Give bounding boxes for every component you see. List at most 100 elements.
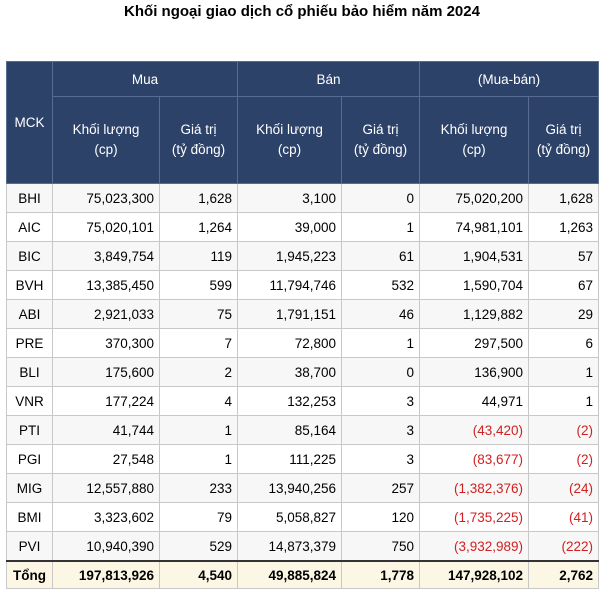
table-row: PTI 41,744 1 85,164 3 (43,420) (2) bbox=[6, 415, 600, 445]
header-net-value: Giá trị (tỷ đồng) bbox=[528, 96, 600, 184]
header-buy-value: Giá trị (tỷ đồng) bbox=[158, 96, 239, 184]
header-group-net: (Mua-bán) bbox=[419, 61, 600, 97]
table-row: AIC 75,020,101 1,264 39,000 1 74,981,101 1,263 bbox=[6, 212, 600, 242]
row-buy-value: 1 bbox=[158, 444, 239, 474]
table-body: BHI 75,023,300 1,628 3,100 0 75,020,200 1,628 A… bbox=[6, 183, 600, 562]
row-mck: PRE bbox=[6, 328, 53, 358]
row-net-volume: 75,020,200 bbox=[419, 183, 530, 213]
row-net-value: 29 bbox=[528, 299, 600, 329]
row-net-volume: 1,904,531 bbox=[419, 241, 530, 271]
row-sell-value: 3 bbox=[341, 386, 421, 416]
row-sell-volume: 5,058,827 bbox=[237, 502, 343, 532]
row-mck: PGI bbox=[6, 444, 53, 474]
row-sell-value: 532 bbox=[341, 270, 421, 300]
row-buy-value: 2 bbox=[158, 357, 239, 387]
table-row: PVI 10,940,390 529 14,873,379 750 (3,932,989)… bbox=[6, 531, 600, 562]
row-sell-value: 3 bbox=[341, 415, 421, 445]
row-buy-value: 529 bbox=[158, 531, 239, 562]
table-row: BMI 3,323,602 79 5,058,827 120 (1,735,225) (41… bbox=[6, 502, 600, 532]
row-sell-volume: 3,100 bbox=[237, 183, 343, 213]
row-net-volume: 74,981,101 bbox=[419, 212, 530, 242]
row-sell-value: 0 bbox=[341, 357, 421, 387]
row-sell-volume: 13,940,256 bbox=[237, 473, 343, 503]
row-net-volume: 297,500 bbox=[419, 328, 530, 358]
table-row: VNR 177,224 4 132,253 3 44,971 1 bbox=[6, 386, 600, 416]
total-buy-volume: 197,813,926 bbox=[52, 560, 160, 589]
row-buy-value: 1,264 bbox=[158, 212, 239, 242]
row-sell-volume: 111,225 bbox=[237, 444, 343, 474]
row-mck: VNR bbox=[6, 386, 53, 416]
row-net-value: (2) bbox=[528, 444, 600, 474]
row-sell-volume: 132,253 bbox=[237, 386, 343, 416]
row-net-volume: (1,382,376) bbox=[419, 473, 530, 503]
row-buy-value: 1,628 bbox=[158, 183, 239, 213]
row-sell-volume: 1,945,223 bbox=[237, 241, 343, 271]
row-sell-value: 1 bbox=[341, 328, 421, 358]
row-sell-volume: 72,800 bbox=[237, 328, 343, 358]
row-buy-value: 599 bbox=[158, 270, 239, 300]
row-mck: AIC bbox=[6, 212, 53, 242]
row-net-value: 57 bbox=[528, 241, 600, 271]
table-row: BVH 13,385,450 599 11,794,746 532 1,590,704 67 bbox=[6, 270, 600, 300]
row-buy-volume: 3,323,602 bbox=[52, 502, 160, 532]
row-net-volume: (83,677) bbox=[419, 444, 530, 474]
row-buy-value: 119 bbox=[158, 241, 239, 271]
row-net-value: 1,263 bbox=[528, 212, 600, 242]
row-net-volume: (43,420) bbox=[419, 415, 530, 445]
row-net-value: 6 bbox=[528, 328, 600, 358]
row-net-value: (2) bbox=[528, 415, 600, 445]
table-row: PGI 27,548 1 111,225 3 (83,677) (2) bbox=[6, 444, 600, 474]
row-buy-value: 1 bbox=[158, 415, 239, 445]
row-sell-value: 1 bbox=[341, 212, 421, 242]
row-buy-value: 7 bbox=[158, 328, 239, 358]
table-row: BLI 175,600 2 38,700 0 136,900 1 bbox=[6, 357, 600, 387]
header-group-buy: Mua bbox=[51, 61, 239, 97]
row-net-value: 1 bbox=[528, 357, 600, 387]
row-mck: MIG bbox=[6, 473, 53, 503]
table-row: PRE 370,300 7 72,800 1 297,500 6 bbox=[6, 328, 600, 358]
row-sell-value: 257 bbox=[341, 473, 421, 503]
row-mck: BHI bbox=[6, 183, 53, 213]
table-row: BIC 3,849,754 119 1,945,223 61 1,904,531 57 bbox=[6, 241, 600, 271]
row-net-value: 1,628 bbox=[528, 183, 600, 213]
row-mck: ABI bbox=[6, 299, 53, 329]
row-buy-value: 75 bbox=[158, 299, 239, 329]
row-sell-volume: 1,791,151 bbox=[237, 299, 343, 329]
row-net-value: (222) bbox=[528, 531, 600, 562]
table-row: ABI 2,921,033 75 1,791,151 46 1,129,882 29 bbox=[6, 299, 600, 329]
row-mck: BIC bbox=[6, 241, 53, 271]
row-buy-volume: 175,600 bbox=[52, 357, 160, 387]
row-sell-value: 120 bbox=[341, 502, 421, 532]
row-buy-volume: 2,921,033 bbox=[52, 299, 160, 329]
total-label: Tổng bbox=[6, 560, 53, 589]
row-sell-volume: 11,794,746 bbox=[237, 270, 343, 300]
row-net-volume: (1,735,225) bbox=[419, 502, 530, 532]
row-buy-value: 233 bbox=[158, 473, 239, 503]
header-sell-volume: Khối lượng (cp) bbox=[237, 96, 343, 184]
row-mck: BLI bbox=[6, 357, 53, 387]
row-net-value: 1 bbox=[528, 386, 600, 416]
header-mck: MCK bbox=[6, 61, 53, 184]
row-buy-volume: 75,023,300 bbox=[52, 183, 160, 213]
total-net-volume: 147,928,102 bbox=[419, 560, 530, 589]
row-sell-value: 46 bbox=[341, 299, 421, 329]
row-net-volume: (3,932,989) bbox=[419, 531, 530, 562]
row-net-value: 67 bbox=[528, 270, 600, 300]
row-net-value: (41) bbox=[528, 502, 600, 532]
row-sell-volume: 85,164 bbox=[237, 415, 343, 445]
table-row: MIG 12,557,880 233 13,940,256 257 (1,382,376)… bbox=[6, 473, 600, 503]
row-buy-volume: 75,020,101 bbox=[52, 212, 160, 242]
row-mck: BMI bbox=[6, 502, 53, 532]
row-sell-value: 0 bbox=[341, 183, 421, 213]
header-group-sell: Bán bbox=[237, 61, 421, 97]
total-net-value: 2,762 bbox=[528, 560, 600, 589]
row-buy-volume: 13,385,450 bbox=[52, 270, 160, 300]
total-sell-volume: 49,885,824 bbox=[237, 560, 343, 589]
row-sell-volume: 38,700 bbox=[237, 357, 343, 387]
page-title: Khối ngoại giao dịch cổ phiếu bảo hiểm n… bbox=[124, 3, 480, 20]
row-buy-volume: 177,224 bbox=[52, 386, 160, 416]
row-sell-volume: 14,873,379 bbox=[237, 531, 343, 562]
total-row: Tổng 197,813,926 4,540 49,885,824 1,778 … bbox=[6, 560, 600, 589]
row-sell-volume: 39,000 bbox=[237, 212, 343, 242]
row-net-volume: 44,971 bbox=[419, 386, 530, 416]
